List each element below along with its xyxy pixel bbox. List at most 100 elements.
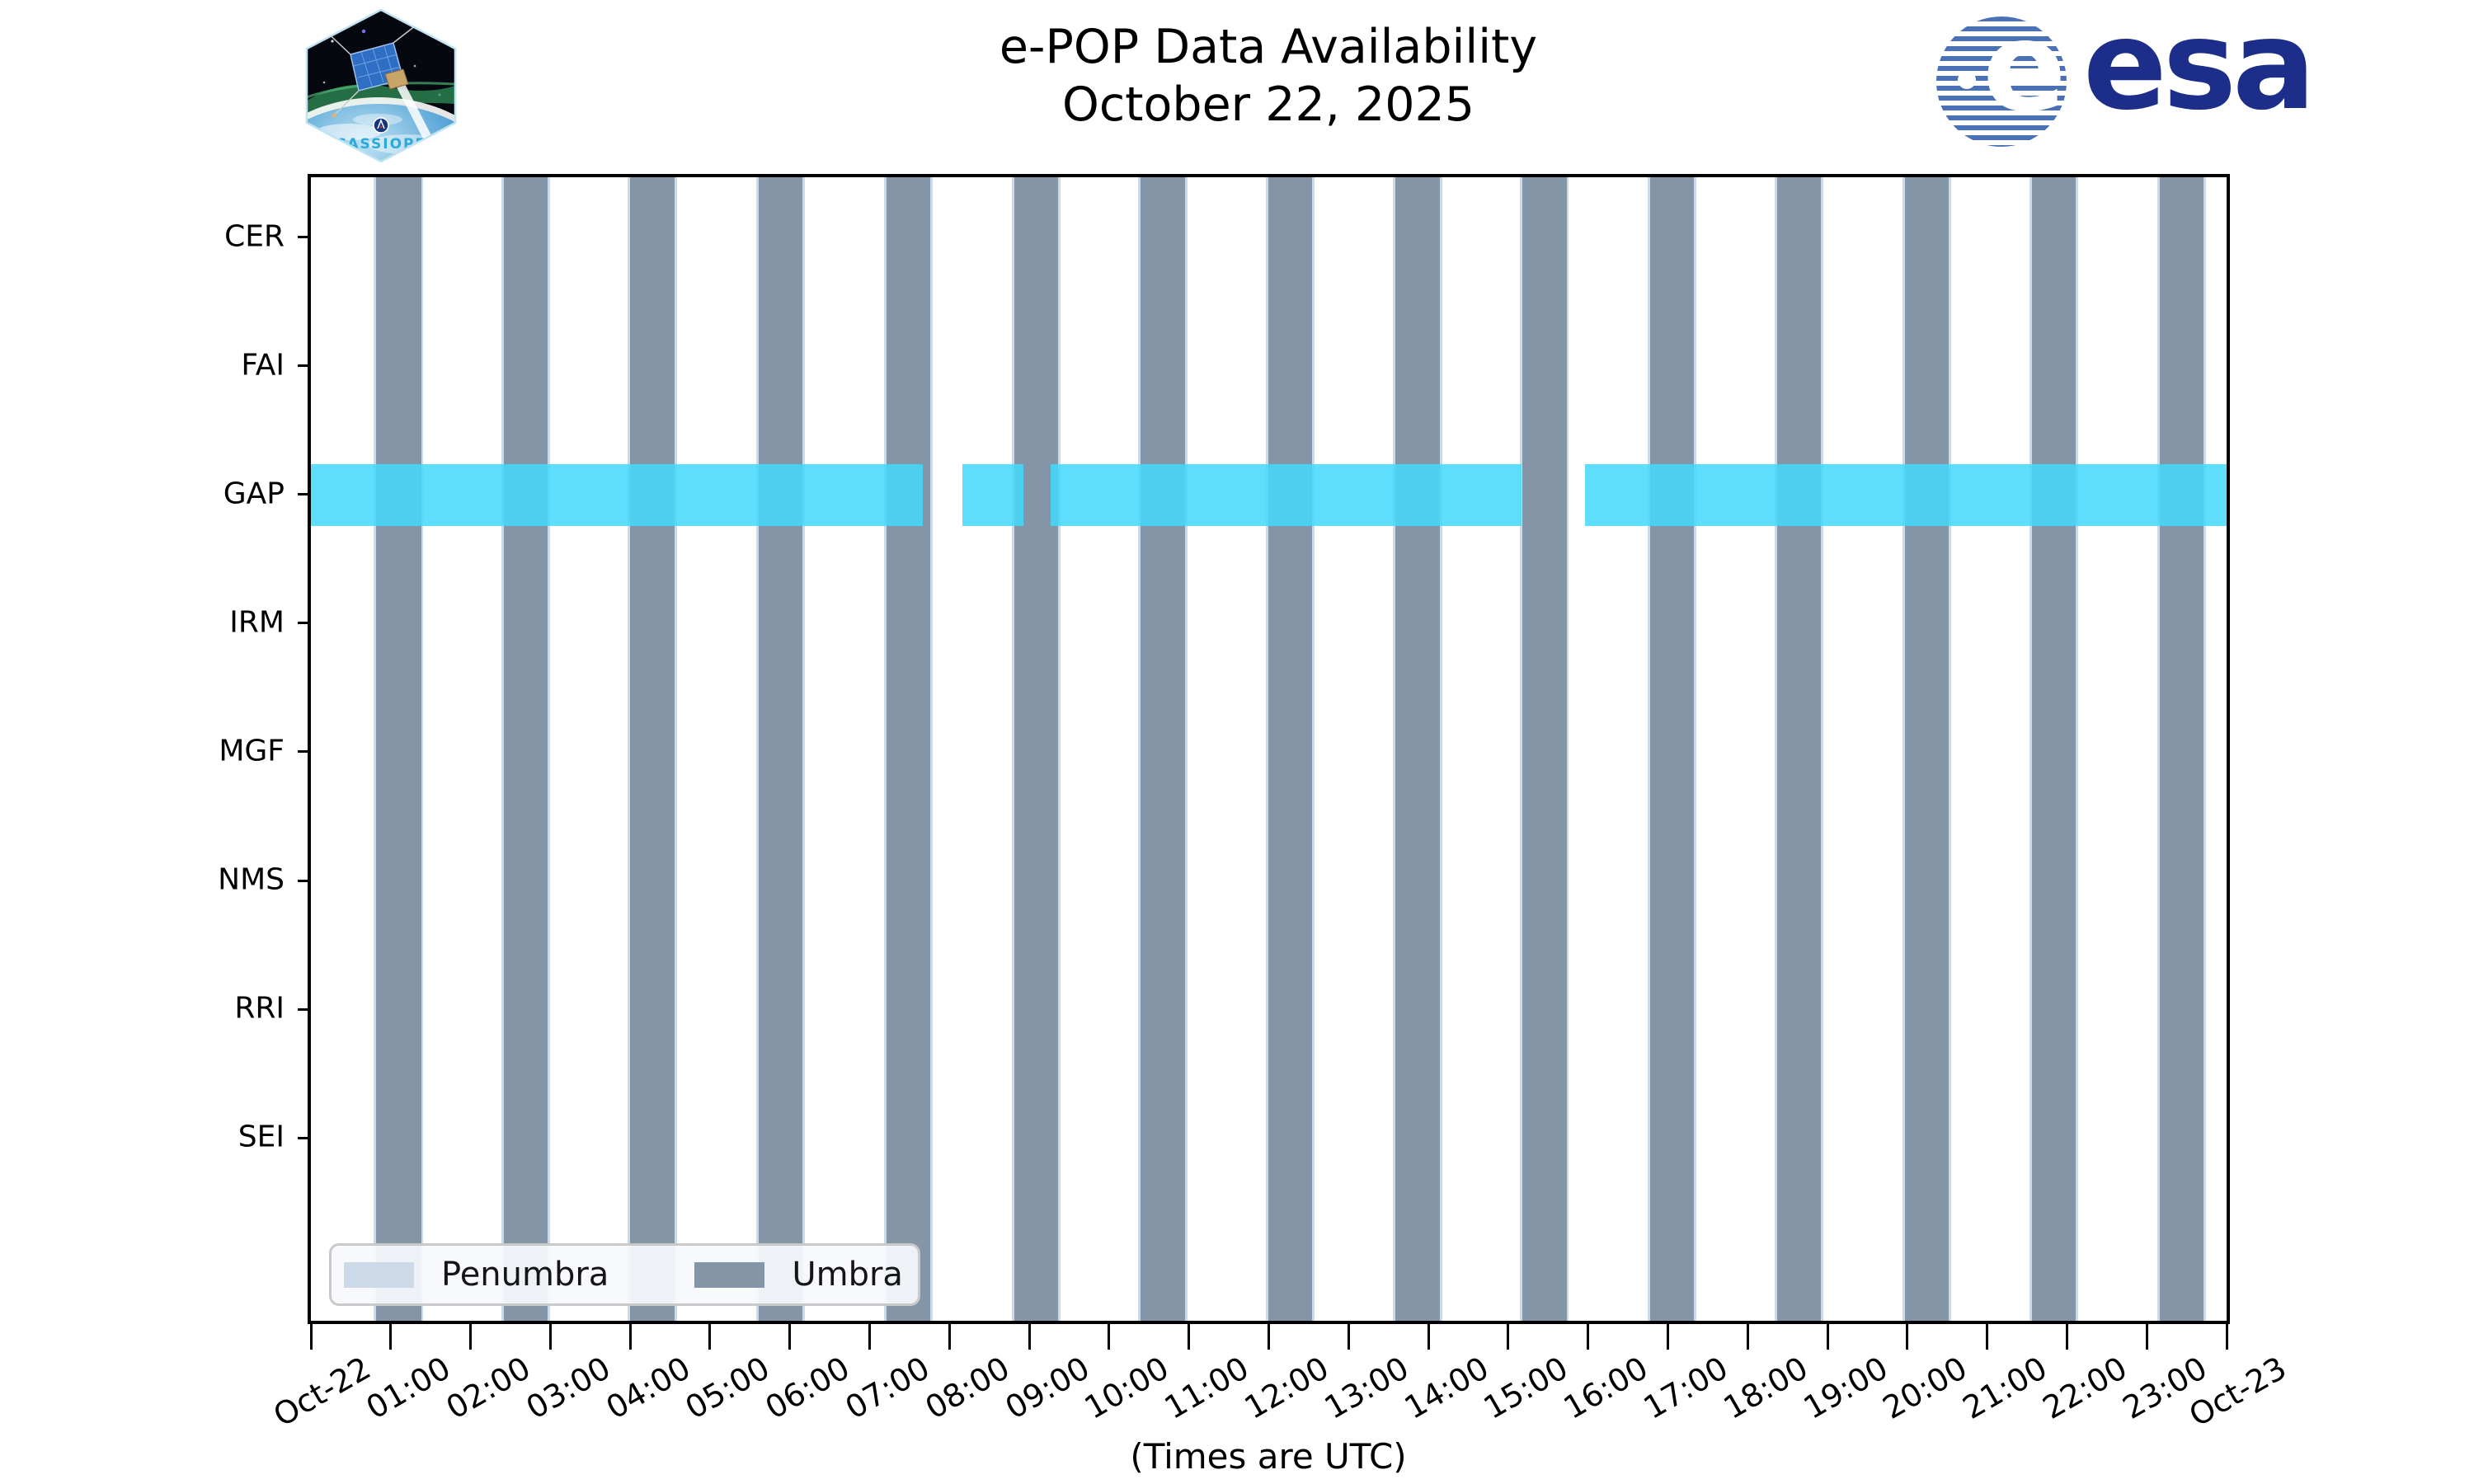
- umbra-bar: [1014, 177, 1058, 1321]
- legend-label-umbra: Umbra: [792, 1256, 903, 1294]
- gap-availability-segment: [962, 463, 1024, 526]
- legend-label-penumbra: Penumbra: [441, 1256, 609, 1294]
- umbra-bar: [1522, 177, 1567, 1321]
- y-tick: [298, 364, 311, 368]
- x-tick: [469, 1321, 473, 1350]
- x-tick-label: 17:00: [1637, 1350, 1734, 1426]
- umbra-bar: [504, 177, 548, 1321]
- x-tick-label: 14:00: [1398, 1350, 1495, 1426]
- penumbra-swatch: [344, 1261, 414, 1288]
- x-tick-label: 05:00: [680, 1350, 776, 1426]
- x-tick: [2065, 1321, 2068, 1350]
- patch-beam: [395, 81, 433, 142]
- chart-title-line1: e-POP Data Availability: [999, 20, 1538, 74]
- esa-wordmark: esa: [2083, 0, 2316, 138]
- y-tick: [298, 622, 311, 625]
- y-tick-label: SEI: [238, 1120, 285, 1154]
- x-tick: [1746, 1321, 1749, 1350]
- x-tick: [1906, 1321, 1909, 1350]
- umbra-bar: [759, 177, 803, 1321]
- y-tick: [298, 493, 311, 496]
- y-tick-label: FAI: [241, 348, 285, 383]
- x-tick: [1587, 1321, 1590, 1350]
- umbra-bar: [1140, 177, 1185, 1321]
- x-tick: [1188, 1321, 1191, 1350]
- esa-logo: e esa: [1936, 0, 2316, 152]
- umbra-bar: [1777, 177, 1822, 1321]
- x-tick: [1986, 1321, 1989, 1350]
- y-tick-label: MGF: [219, 734, 285, 768]
- x-tick: [1268, 1321, 1270, 1350]
- umbra-bar: [376, 177, 421, 1321]
- x-tick-label: 13:00: [1318, 1350, 1415, 1426]
- x-tick-label: 15:00: [1478, 1350, 1574, 1426]
- chart-title: e-POP Data Availability October 22, 2025: [999, 18, 1537, 134]
- availability-layer: [311, 177, 2227, 1321]
- x-tick-label: 20:00: [1876, 1350, 1973, 1426]
- gap-availability-segment: [1584, 463, 2227, 526]
- x-tick: [548, 1321, 552, 1350]
- gap-availability-segment: [311, 463, 924, 526]
- umbra-swatch: [694, 1261, 765, 1288]
- x-tick: [628, 1321, 632, 1350]
- esa-globe-star: [1958, 71, 1976, 89]
- x-tick-label: 18:00: [1717, 1350, 1814, 1426]
- y-tick: [298, 236, 311, 239]
- umbra-bar: [1395, 177, 1440, 1321]
- patch-csa-roundel: [373, 117, 389, 134]
- x-tick: [2225, 1321, 2228, 1350]
- esa-globe-e-glyph: e: [1982, 16, 2067, 139]
- umbra-bar: [2031, 177, 2077, 1321]
- y-tick-label: GAP: [223, 477, 285, 511]
- x-tick-label: 19:00: [1797, 1350, 1894, 1426]
- x-tick-label: 01:00: [360, 1350, 457, 1426]
- y-tick: [298, 1136, 311, 1139]
- cassiope-mission-patch: CASSIOPE: [305, 8, 457, 163]
- y-tick-label: CER: [224, 219, 285, 254]
- y-tick-label: RRI: [234, 991, 285, 1026]
- umbra-bar: [1904, 177, 1950, 1321]
- x-tick: [788, 1321, 792, 1350]
- x-tick-label: 03:00: [520, 1350, 617, 1426]
- x-tick-label: 11:00: [1158, 1350, 1255, 1426]
- x-tick: [1507, 1321, 1510, 1350]
- y-tick-label: NMS: [218, 862, 285, 897]
- x-tick: [868, 1321, 872, 1350]
- gap-availability-segment: [1051, 463, 1522, 526]
- patch-hex-border: [305, 8, 457, 163]
- x-tick: [2145, 1321, 2148, 1350]
- x-tick: [1347, 1321, 1350, 1350]
- x-tick-label: 12:00: [1238, 1350, 1335, 1426]
- umbra-bar: [2159, 177, 2204, 1321]
- x-tick: [1108, 1321, 1111, 1350]
- x-tick: [389, 1321, 393, 1350]
- x-tick-label: 02:00: [440, 1350, 537, 1426]
- chart-title-line2: October 22, 2025: [1061, 77, 1475, 132]
- x-tick: [309, 1321, 313, 1350]
- x-tick: [708, 1321, 712, 1350]
- x-tick-label: 04:00: [600, 1350, 697, 1426]
- x-tick-label: 08:00: [919, 1350, 1016, 1426]
- legend: Penumbra Umbra: [329, 1243, 920, 1306]
- y-tick: [298, 1007, 311, 1011]
- esa-globe-icon: e: [1936, 16, 2067, 147]
- x-tick-label: 16:00: [1557, 1350, 1654, 1426]
- y-tick-label: IRM: [229, 605, 285, 640]
- plot-area: Penumbra Umbra: [308, 174, 2230, 1324]
- eclipse-bars-layer: [311, 177, 2227, 1321]
- x-tick: [1028, 1321, 1031, 1350]
- umbra-bar: [1268, 177, 1312, 1321]
- x-tick-label: 10:00: [1079, 1350, 1175, 1426]
- x-tick-label: 21:00: [1956, 1350, 2053, 1426]
- umbra-bar: [886, 177, 931, 1321]
- x-tick-label: Oct-22: [267, 1350, 377, 1434]
- x-tick: [948, 1321, 951, 1350]
- umbra-bar: [630, 177, 675, 1321]
- y-tick: [298, 750, 311, 754]
- x-tick: [1826, 1321, 1829, 1350]
- x-tick-label: 09:00: [999, 1350, 1096, 1426]
- umbra-bar: [1650, 177, 1695, 1321]
- x-tick: [1427, 1321, 1430, 1350]
- x-tick: [1666, 1321, 1669, 1350]
- x-tick-label: 22:00: [2036, 1350, 2133, 1426]
